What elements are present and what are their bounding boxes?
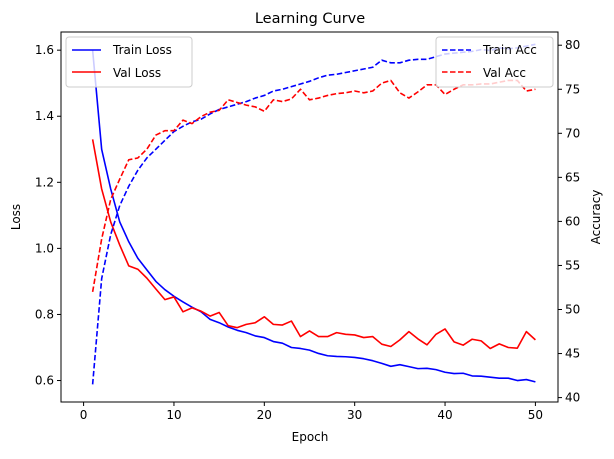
plot-frame — [60, 31, 559, 403]
y-right-tick-label: 50 — [565, 303, 580, 317]
x-tick-label: 40 — [437, 408, 452, 422]
y-axis-right: 40 45 50 55 60 65 70 75 80 — [558, 38, 580, 405]
legend-label-val-acc: Val Acc — [483, 66, 526, 80]
y-right-tick-label: 65 — [565, 170, 580, 184]
x-tick-label: 20 — [257, 408, 272, 422]
x-tick-label: 30 — [347, 408, 362, 422]
y-right-tick-label: 70 — [565, 126, 580, 140]
y-right-tick-label: 45 — [565, 347, 580, 361]
legend-right: Train Acc Val Acc — [435, 36, 554, 88]
series-layer — [91, 43, 536, 385]
y-axis-left: 0.6 0.8 1.0 1.2 1.4 1.6 — [35, 43, 61, 388]
y-right-tick-label: 60 — [565, 214, 580, 228]
series-line-val-acc — [91, 79, 536, 293]
y-left-tick-label: 0.8 — [35, 307, 54, 321]
plot-area — [60, 31, 559, 403]
legend-label-train-loss: Train Loss — [112, 43, 172, 57]
legend-left: Train Loss Val Loss — [65, 36, 193, 88]
series-line-train-loss — [91, 50, 536, 383]
x-axis-label: Epoch — [292, 430, 329, 444]
series-line-val-loss — [91, 139, 536, 350]
y-axis-right-label: Accuracy — [589, 190, 603, 245]
x-axis: 0 10 20 30 40 50 — [80, 402, 543, 422]
y-left-tick-label: 1.4 — [35, 109, 54, 123]
x-tick-label: 10 — [166, 408, 181, 422]
y-right-tick-label: 40 — [565, 391, 580, 405]
y-axis-left-label: Loss — [9, 204, 23, 230]
y-left-tick-label: 1.2 — [35, 175, 54, 189]
legend-label-val-loss: Val Loss — [113, 66, 161, 80]
y-left-tick-label: 0.6 — [35, 374, 54, 388]
chart-title: Learning Curve — [255, 11, 365, 27]
x-tick-label: 0 — [80, 408, 88, 422]
legend-right-box — [435, 36, 554, 88]
y-right-tick-label: 55 — [565, 258, 580, 272]
y-left-tick-label: 1.6 — [35, 43, 54, 57]
y-right-tick-label: 75 — [565, 82, 580, 96]
legend-label-train-acc: Train Acc — [482, 43, 537, 57]
y-left-tick-label: 1.0 — [35, 241, 54, 255]
x-tick-label: 50 — [528, 408, 543, 422]
y-right-tick-label: 80 — [565, 38, 580, 52]
